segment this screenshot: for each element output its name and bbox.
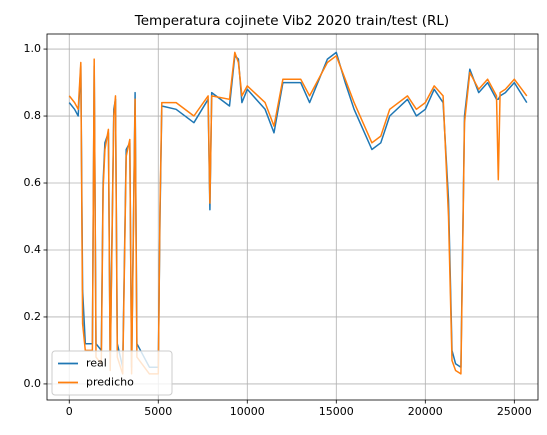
legend-label: real: [86, 357, 107, 370]
line-series: [68, 51, 528, 368]
y-tick-label: 0.2: [24, 310, 42, 323]
line-series: [68, 51, 528, 375]
legend-box: [51, 350, 173, 396]
legend-label: predicho: [86, 376, 134, 389]
x-tick-label: 5000: [144, 405, 172, 418]
y-tick-label: 1.0: [24, 42, 42, 55]
y-tick-label: 0.8: [24, 109, 42, 122]
x-tick-label: 25000: [497, 405, 532, 418]
x-tick-label: 20000: [408, 405, 443, 418]
x-tick-label: 0: [66, 405, 73, 418]
y-tick-label: 0.4: [24, 243, 42, 256]
x-tick-label: 15000: [319, 405, 354, 418]
chart-title: Temperatura cojinete Vib2 2020 train/tes…: [134, 13, 449, 29]
y-tick-label: 0.6: [24, 176, 42, 189]
y-tick-label: 0.0: [24, 377, 42, 390]
axes-frame: [46, 33, 539, 401]
x-tick-label: 10000: [230, 405, 265, 418]
